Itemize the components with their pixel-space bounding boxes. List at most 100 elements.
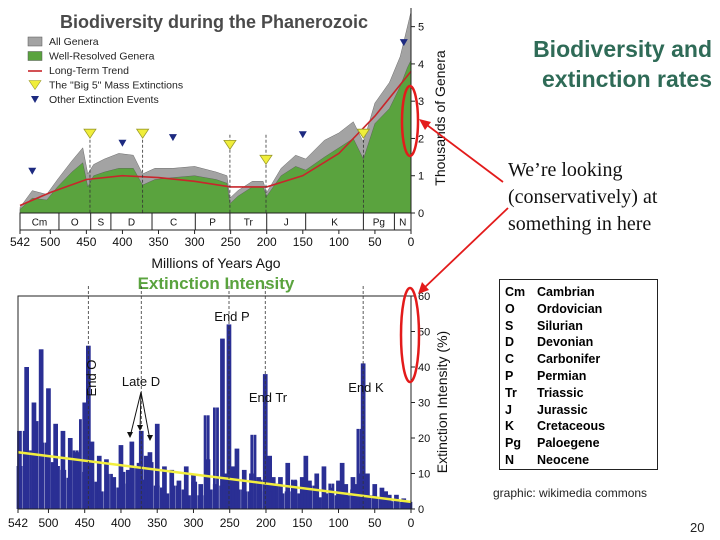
- period-name: Jurassic: [537, 402, 588, 417]
- annotation-end-tr: End Tr: [249, 390, 288, 405]
- period-legend-row: C Carbonifer: [505, 351, 657, 368]
- callout-arrow-bottom: [421, 207, 509, 291]
- extinction-bar: [35, 421, 39, 509]
- extinction-bar: [144, 477, 148, 509]
- annotation-overlay: [399, 84, 509, 384]
- extinction-bar: [50, 462, 54, 509]
- y-axis-label: Thousands of Genera: [432, 50, 448, 186]
- extinction-bar: [347, 495, 350, 509]
- highlight-ellipse-bottom: [399, 286, 421, 384]
- extinction-bar: [169, 469, 175, 509]
- extinction-bar: [194, 481, 198, 509]
- extinction-bar: [91, 479, 95, 509]
- extinction-bar: [116, 487, 120, 509]
- extinction-bar: [334, 495, 338, 509]
- x-tick-label: 0: [408, 235, 415, 249]
- period-legend-row: S Silurian: [505, 318, 657, 335]
- image-credit: graphic: wikimedia commons: [493, 486, 648, 500]
- extinction-bar: [141, 479, 145, 509]
- extinction-bar: [191, 481, 194, 509]
- period-legend-row: D Devonian: [505, 334, 657, 351]
- slide-title-line-1: Biodiversity and: [533, 36, 712, 62]
- big-5-extinction-marker: [259, 154, 273, 166]
- legend-entry-label: All Genera: [49, 36, 99, 48]
- y-tick-label: 0: [418, 504, 424, 516]
- period-abbr: N: [505, 452, 515, 467]
- extinction-bar: [256, 479, 260, 509]
- extinction-bar: [278, 493, 282, 509]
- extinction-bar: [247, 491, 251, 509]
- extinction-bar: [38, 421, 42, 509]
- slide-title-line-2: extinction rates: [542, 66, 712, 92]
- late-d-arrowhead: [147, 435, 153, 441]
- extinction-bar: [294, 479, 297, 509]
- period-legend-row: Cm Cambrian: [505, 284, 657, 301]
- period-legend-row: J Jurassic: [505, 402, 657, 419]
- extinction-bar: [79, 419, 82, 509]
- chart-title: Extinction Intensity: [138, 274, 295, 293]
- extinction-bar: [66, 477, 70, 509]
- period-abbr: S: [505, 318, 514, 333]
- legend-swatch-big5: [28, 80, 42, 91]
- x-tick-label: 150: [293, 235, 313, 249]
- annotation-late-d: Late D: [122, 374, 160, 389]
- period-abbr: K: [505, 419, 515, 434]
- extinction-bar: [110, 473, 113, 509]
- extinction-bar: [19, 466, 23, 509]
- extinction-bar: [344, 495, 347, 509]
- extinction-bar: [220, 338, 225, 509]
- extinction-bar: [47, 462, 51, 509]
- y-tick-label: 40: [418, 362, 430, 374]
- extinction-bar: [372, 495, 375, 509]
- extinction-bar: [26, 430, 29, 509]
- chart-legend: All Genera Well-Resolved Genera Long-Term …: [27, 36, 183, 106]
- period-band-label: N: [399, 218, 406, 229]
- extinction-bar: [89, 441, 95, 509]
- legend-entry-label: The "Big 5" Mass Extinctions: [49, 80, 183, 92]
- note-line-3: something in here: [508, 213, 652, 235]
- extinction-bar: [353, 489, 357, 509]
- late-d-arrowhead: [127, 432, 133, 438]
- period-legend: Cm Cambrian O Ordovician S Silurian D Devonian C…: [499, 279, 658, 470]
- highlight-ellipse-top: [400, 84, 420, 158]
- extinction-bar: [29, 450, 32, 509]
- extinction-bar: [314, 473, 320, 509]
- period-legend-row: N Neocene: [505, 452, 657, 469]
- legend-entry-label: Other Extinction Events: [49, 94, 159, 106]
- period-name: Neocene: [537, 452, 590, 467]
- extinction-trend-line: [17, 450, 412, 504]
- period-band-label: J: [284, 218, 289, 229]
- legend-entry-label: Well-Resolved Genera: [49, 51, 155, 63]
- chart-title: Biodiversity during the Phanerozoic: [60, 12, 368, 32]
- extinction-bar: [166, 493, 170, 509]
- extinction-bar: [113, 487, 117, 509]
- y-tick-label: 20: [418, 433, 430, 445]
- extinction-bar: [267, 455, 272, 510]
- extinction-bar: [216, 407, 219, 509]
- period-band-label: O: [71, 218, 79, 229]
- extinction-bar: [339, 462, 345, 509]
- period-abbr: P: [505, 368, 514, 383]
- extinction-bar: [219, 485, 223, 509]
- period-band-label: C: [170, 218, 177, 229]
- extinction-bar: [397, 501, 400, 509]
- x-tick-label: 300: [183, 516, 203, 530]
- y-tick-label: 4: [418, 59, 424, 71]
- x-tick-label: 200: [256, 516, 276, 530]
- period-legend-row: O Ordovician: [505, 301, 657, 318]
- period-band-label: Pg: [373, 218, 385, 229]
- extinction-bar: [275, 483, 279, 509]
- callout-arrow-top: [422, 121, 504, 183]
- extinction-bar: [322, 493, 325, 509]
- period-name: Cretaceous: [537, 419, 606, 434]
- extinction-bar: [85, 471, 88, 509]
- extinction-bar: [303, 455, 309, 510]
- extinction-bar: [17, 430, 22, 509]
- extinction-bar: [135, 466, 138, 509]
- x-tick-label: 100: [329, 235, 349, 249]
- x-tick-label: 200: [257, 235, 277, 249]
- extinction-bar: [306, 489, 310, 509]
- period-band-label: K: [331, 218, 338, 229]
- extinction-bar: [381, 499, 385, 509]
- extinction-bar: [132, 466, 135, 509]
